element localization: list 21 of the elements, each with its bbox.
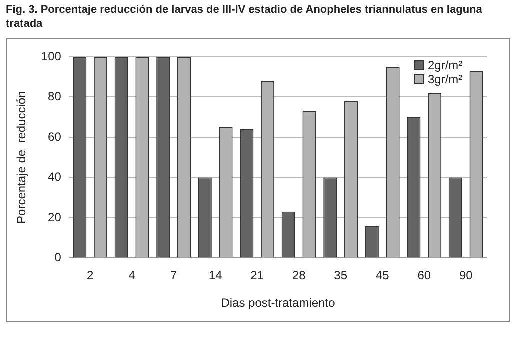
- x-tick-label: 14: [208, 268, 223, 283]
- y-tick-label: 100: [41, 49, 62, 64]
- x-tick-label: 4: [128, 268, 136, 283]
- x-tick-label: 60: [418, 268, 432, 283]
- x-tick-label: 7: [170, 268, 178, 283]
- y-tick-label: 40: [48, 170, 62, 184]
- x-tick-label: 45: [376, 268, 390, 283]
- legend-label: 3gr/m²: [428, 72, 463, 86]
- x-axis-title: Dias post-tratamiento: [221, 296, 336, 310]
- y-tick-label: 80: [48, 90, 62, 104]
- x-tick-label: 35: [334, 268, 348, 283]
- legend-label: 2gr/m²: [428, 58, 463, 72]
- x-tick-label: 21: [250, 268, 264, 283]
- y-tick-label: 0: [54, 250, 62, 265]
- x-tick-label: 90: [459, 268, 474, 283]
- chart-title: Fig. 3. Porcentaje reducción de larvas de III-IV estadio de Anopheles triannulatus en laguna tratada: [6, 3, 484, 31]
- y-tick-label: 60: [48, 130, 62, 144]
- y-axis-title: Porcentaje de reducción: [14, 91, 29, 224]
- x-tick-label: 2: [86, 268, 94, 283]
- x-tick-label: 28: [292, 268, 306, 283]
- y-tick-label: 20: [48, 210, 62, 224]
